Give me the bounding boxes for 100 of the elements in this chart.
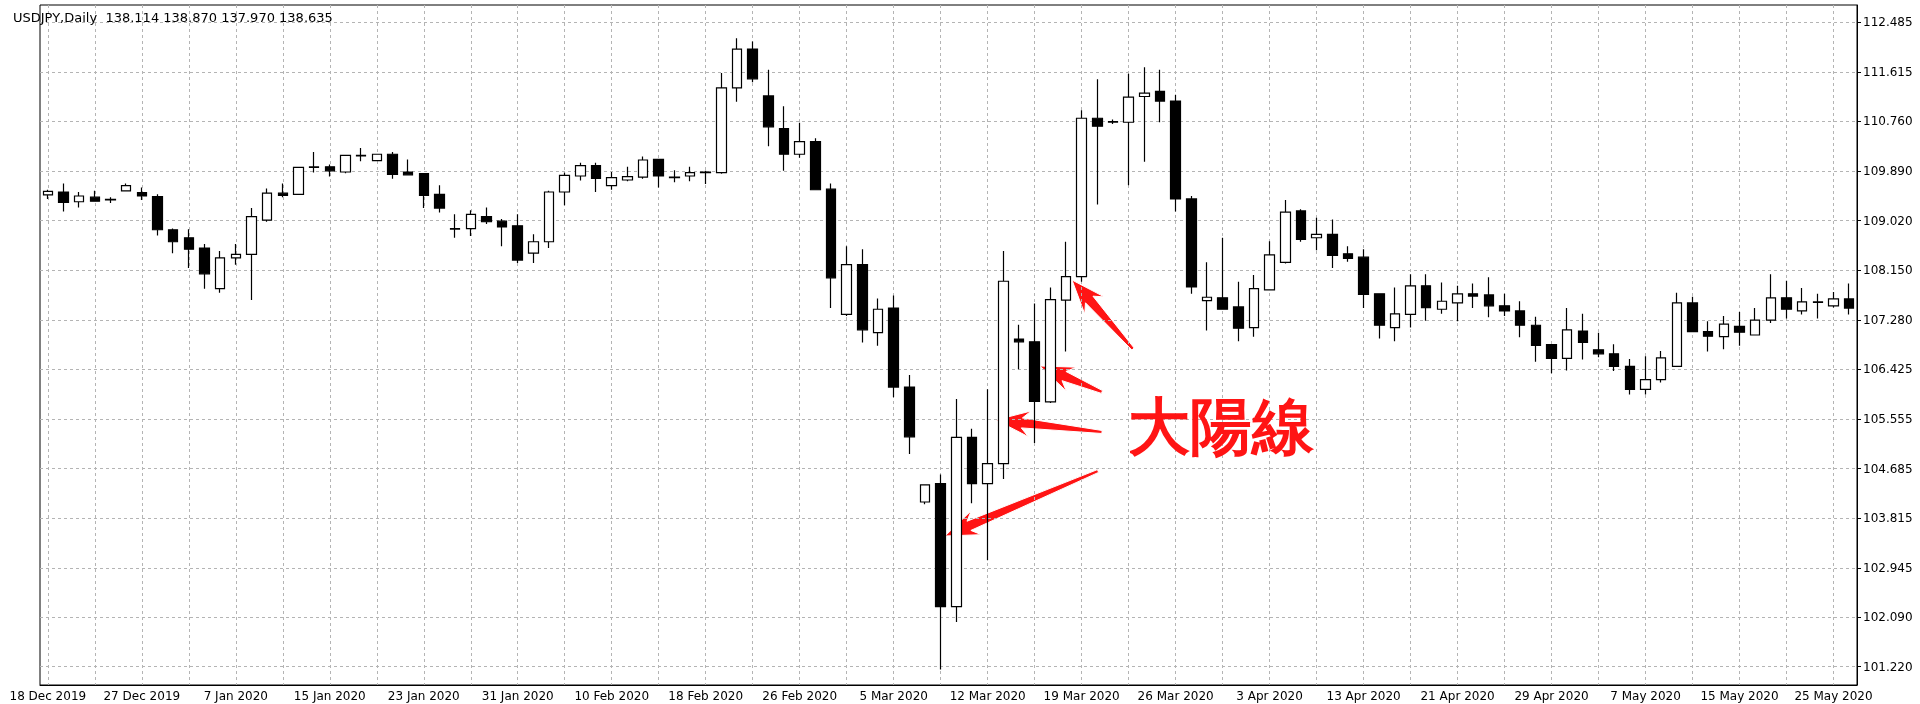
candlestick xyxy=(1201,261,1213,332)
y-tick-label: 103.815 xyxy=(1863,511,1913,526)
candlestick xyxy=(151,193,164,237)
x-tick-label: 26 Feb 2020 xyxy=(762,689,838,703)
candlestick xyxy=(652,158,665,189)
candlestick xyxy=(1686,296,1699,333)
x-tick-label: 5 Mar 2020 xyxy=(859,689,928,703)
candlestick xyxy=(198,243,211,290)
candlestick xyxy=(1310,217,1323,251)
candlestick xyxy=(1013,324,1025,370)
candlestick xyxy=(1373,293,1386,340)
candlestick xyxy=(1655,350,1667,384)
y-tick-label: 107.280 xyxy=(1863,313,1913,328)
candlestick xyxy=(1326,218,1339,269)
y-tick-label: 101.220 xyxy=(1863,659,1913,674)
x-tick-label: 15 May 2020 xyxy=(1700,689,1779,703)
candlestick xyxy=(89,190,101,203)
y-tick-label: 106.425 xyxy=(1863,362,1913,377)
candlestick xyxy=(778,105,790,172)
candlestick xyxy=(574,162,587,182)
candlestick xyxy=(840,245,853,317)
candlestick xyxy=(1279,199,1292,265)
candlestick xyxy=(1451,285,1464,322)
candlestick xyxy=(1483,276,1495,318)
candlestick xyxy=(527,233,540,264)
candlestick xyxy=(1608,343,1620,372)
candlestick xyxy=(1592,332,1605,358)
candlestick xyxy=(1404,273,1417,329)
candlestick xyxy=(1075,109,1088,283)
candlestick xyxy=(590,162,602,193)
candlestick xyxy=(1530,316,1542,363)
x-tick-label: 12 Mar 2020 xyxy=(949,689,1026,703)
candlestick xyxy=(558,171,571,206)
candlestick xyxy=(1169,94,1182,213)
candlestick xyxy=(339,154,352,174)
y-tick-label: 109.020 xyxy=(1863,213,1913,228)
candlestick xyxy=(292,166,305,195)
candlestick xyxy=(371,153,383,162)
candlestick xyxy=(1232,281,1245,342)
candlestick xyxy=(73,191,85,209)
candlestick xyxy=(136,186,148,201)
x-tick-label: 29 Apr 2020 xyxy=(1514,689,1589,703)
y-tick-label: 102.945 xyxy=(1863,561,1913,576)
candlestick xyxy=(1749,307,1761,336)
candlestick xyxy=(856,248,869,344)
y-tick-label: 102.090 xyxy=(1863,609,1913,624)
candlestick xyxy=(1389,286,1401,342)
candlestick xyxy=(1295,208,1307,243)
x-tick-label: 10 Feb 2020 xyxy=(574,689,650,703)
candlestick xyxy=(1780,280,1793,320)
candlestick xyxy=(731,37,743,103)
candlestick xyxy=(511,213,524,264)
candlestick xyxy=(1733,311,1746,347)
candlestick xyxy=(167,228,179,254)
y-tick-label: 105.555 xyxy=(1863,411,1913,426)
candlestick xyxy=(1263,240,1276,291)
candlestick xyxy=(543,190,555,249)
candlestick xyxy=(324,163,336,178)
candlestick xyxy=(1467,282,1479,309)
candlestick xyxy=(245,207,258,301)
candlestick xyxy=(715,72,728,175)
candlestick xyxy=(605,171,618,191)
candlestick xyxy=(104,196,117,204)
candlestick xyxy=(903,374,916,455)
candlestick xyxy=(57,182,70,213)
x-tick-label: 18 Dec 2019 xyxy=(9,689,87,703)
x-tick-label: 3 Apr 2020 xyxy=(1236,689,1303,703)
candlestick xyxy=(1091,78,1104,206)
x-tick-label: 19 Mar 2020 xyxy=(1043,689,1120,703)
candlestick xyxy=(668,169,681,183)
candlestick xyxy=(1357,248,1370,309)
candlestick xyxy=(1185,195,1198,295)
y-tick-label: 108.150 xyxy=(1863,263,1913,278)
candlestick xyxy=(1122,73,1135,186)
candlestick xyxy=(1420,273,1432,322)
candlestick xyxy=(261,187,273,223)
candlestick xyxy=(214,250,226,294)
candlestick xyxy=(997,250,1010,480)
candlestick xyxy=(825,182,837,309)
y-tick-label: 104.685 xyxy=(1863,461,1913,476)
candlestick xyxy=(746,41,759,83)
candlestick xyxy=(1342,245,1354,263)
x-tick-label: 7 Jan 2020 xyxy=(203,689,268,703)
x-tick-label: 18 Feb 2020 xyxy=(668,689,744,703)
candlestick xyxy=(1639,355,1652,396)
candlestick xyxy=(277,182,289,198)
candlestick xyxy=(950,398,963,623)
candlestick xyxy=(1107,118,1119,125)
candlestick xyxy=(355,147,367,162)
x-tick-label: 26 Mar 2020 xyxy=(1137,689,1214,703)
candlestick xyxy=(480,206,493,225)
candlestick xyxy=(1138,66,1151,163)
chart-title: USDJPY,Daily 138.114 138.870 137.970 138.635 xyxy=(13,10,333,25)
candlestick xyxy=(496,218,508,247)
candlestick xyxy=(621,166,634,182)
candlestick xyxy=(183,228,195,269)
y-tick-label: 110.760 xyxy=(1863,114,1913,129)
candlestick xyxy=(809,137,822,191)
x-tick-label: 25 May 2020 xyxy=(1794,689,1873,703)
candlestick xyxy=(433,184,446,214)
